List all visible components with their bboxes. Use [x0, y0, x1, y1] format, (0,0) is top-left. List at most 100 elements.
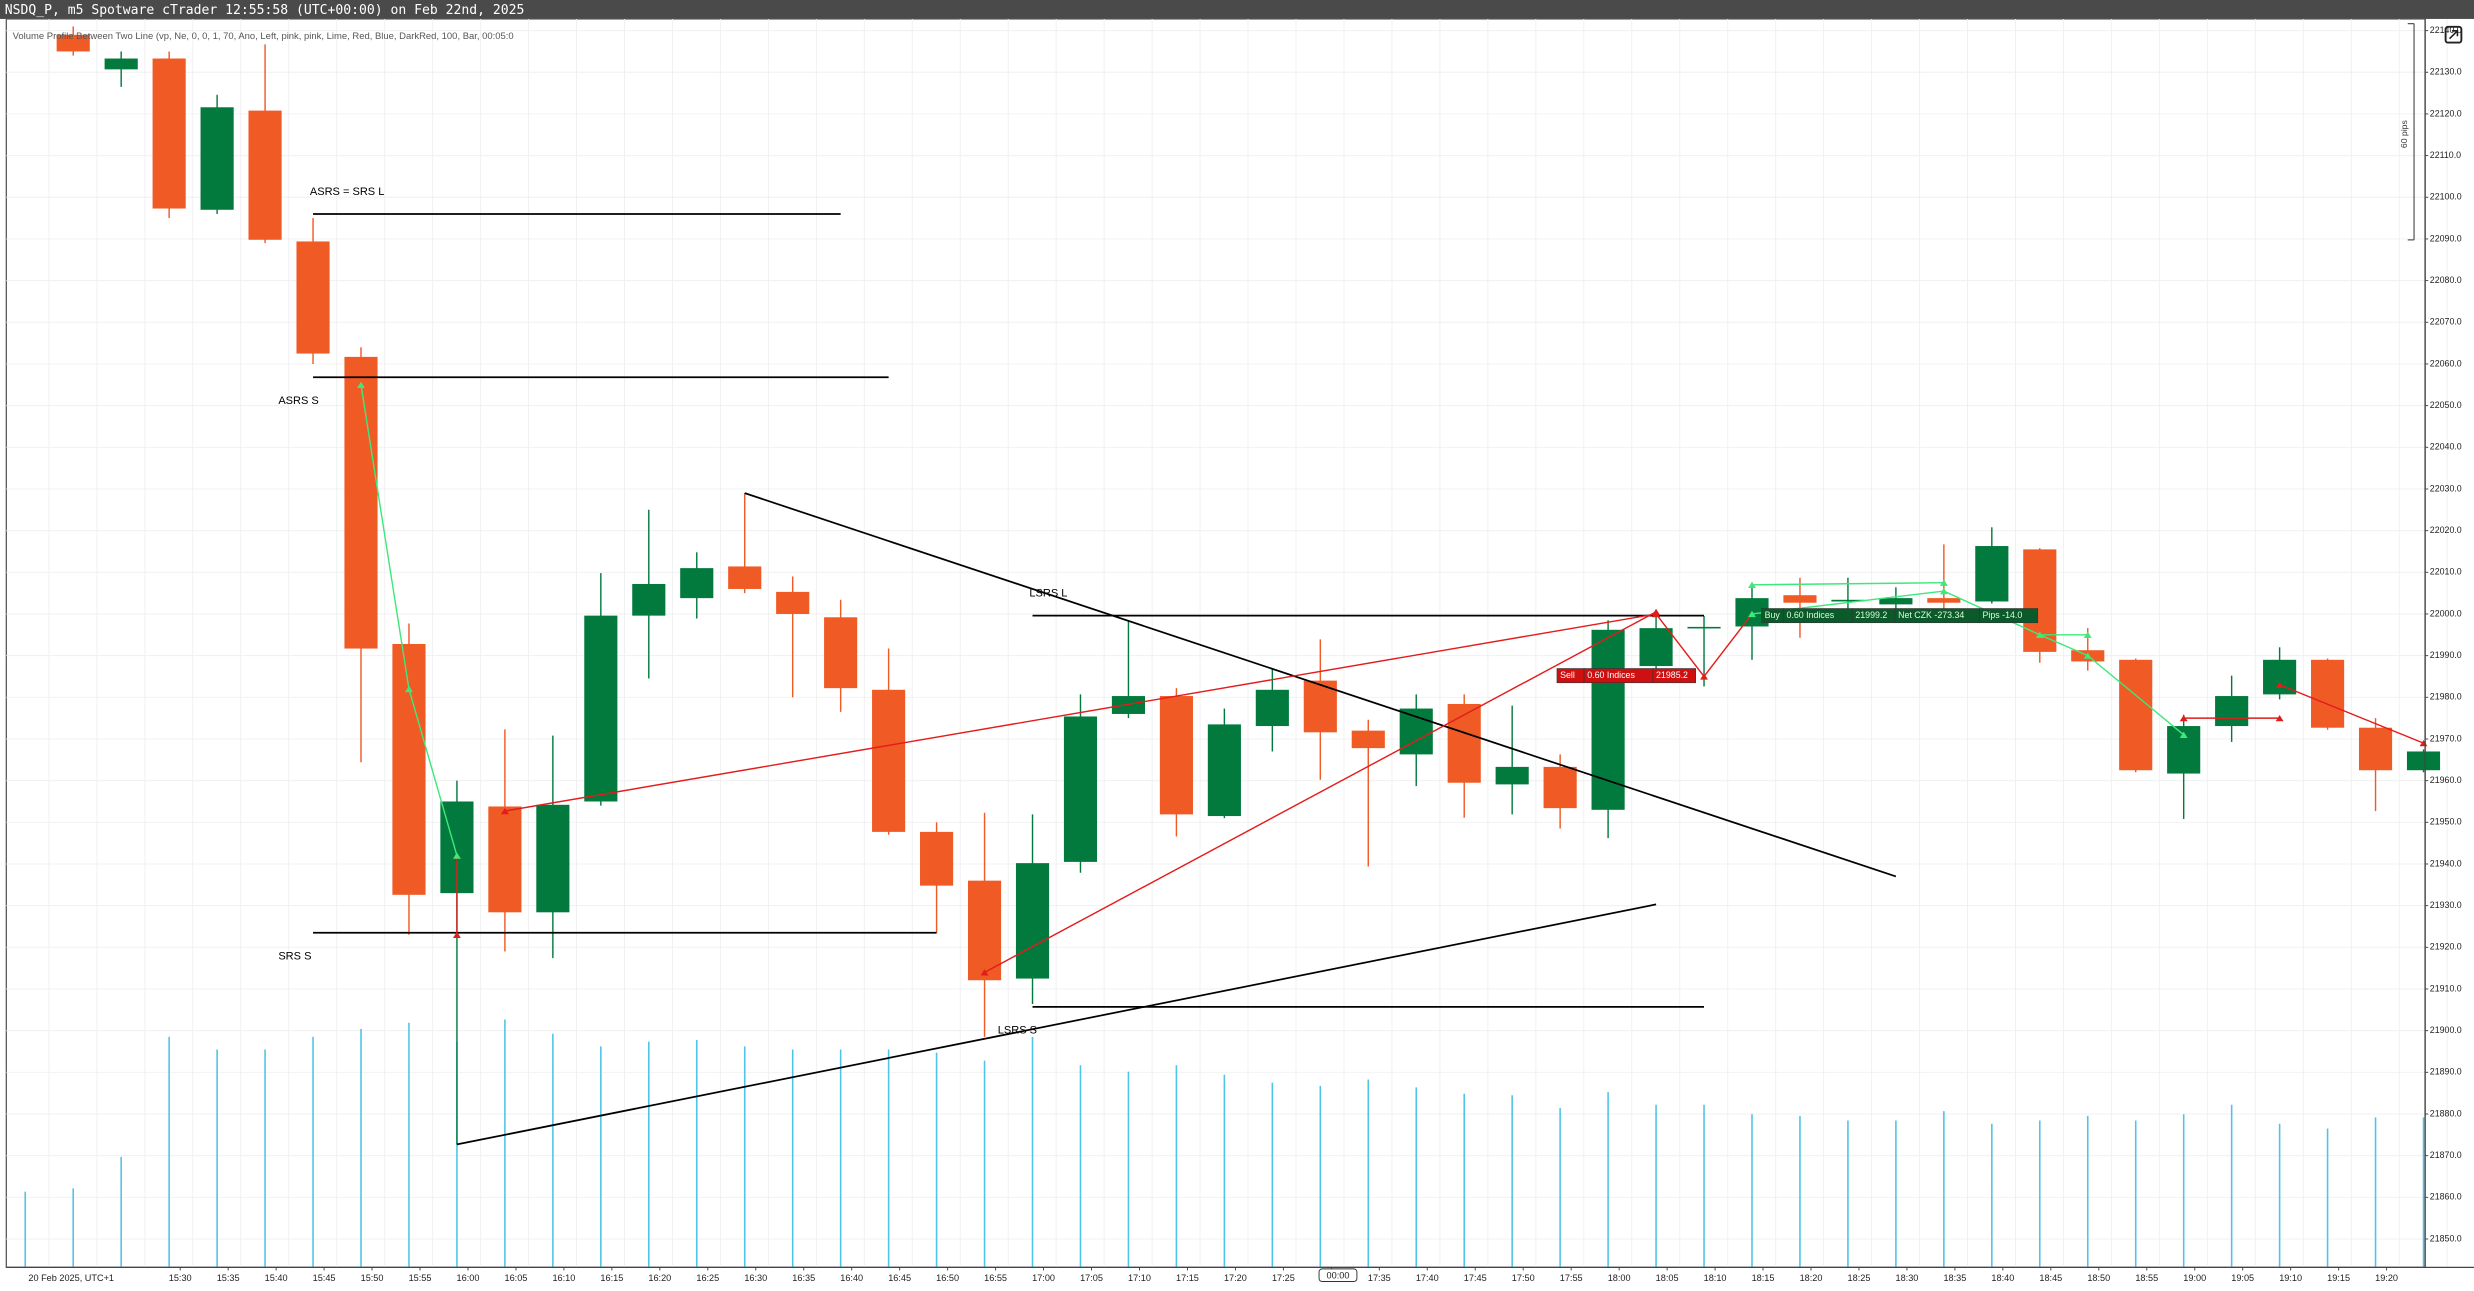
drawing-marker — [1652, 610, 1661, 618]
x-tick-label: 17:10 — [1128, 1273, 1151, 1283]
level-label: SRS S — [278, 950, 311, 962]
y-tick-label: 21980.0 — [2430, 692, 2462, 702]
trade-box-text: 21985.2 — [1656, 670, 1688, 680]
x-tick-label: 16:55 — [984, 1273, 1007, 1283]
y-tick-label: 21870.0 — [2430, 1150, 2462, 1160]
candle-body — [1927, 598, 1961, 603]
drawing-marker — [1748, 610, 1756, 618]
y-tick-label: 21860.0 — [2430, 1192, 2462, 1202]
candle-body — [680, 568, 714, 599]
drawing-marker — [500, 807, 509, 815]
candle-body — [2406, 751, 2441, 771]
x-tick-label: 18:20 — [1800, 1273, 1823, 1283]
candle-body — [1639, 628, 1673, 667]
candle-body — [1687, 626, 1721, 629]
y-tick-label: 21920.0 — [2430, 942, 2462, 952]
candle-body — [200, 107, 234, 210]
y-tick-label: 22130.0 — [2430, 67, 2462, 77]
candle-body — [967, 880, 1002, 981]
crosshair-label: 00:00 — [1327, 1270, 1350, 1280]
y-tick-label: 21930.0 — [2430, 900, 2462, 910]
y-tick-label: 22060.0 — [2430, 358, 2462, 368]
x-tick-label: 16:35 — [792, 1273, 815, 1283]
candle-body — [584, 615, 618, 802]
candle-body — [488, 806, 522, 913]
drawing-marker — [357, 381, 365, 388]
drawing-marker — [1700, 673, 1708, 680]
y-tick-label: 22000.0 — [2430, 608, 2462, 618]
drawing-marker — [980, 969, 989, 976]
y-tick-label: 21900.0 — [2430, 1025, 2462, 1035]
candle-body — [248, 110, 282, 240]
x-tick-label: 18:45 — [2039, 1273, 2062, 1283]
x-tick-label: 17:00 — [1032, 1273, 1055, 1283]
candle-body — [824, 617, 858, 689]
trade-box-text: 0.60 Indices — [1587, 670, 1635, 680]
candle-body — [776, 591, 810, 614]
axes-layer: 21850.0 21860.0 21870.0 21880.0 21890.0 21900… — [6, 18, 2474, 1283]
y-tick-label: 22070.0 — [2430, 317, 2462, 327]
drawing-marker — [452, 931, 461, 938]
screenshot-icon[interactable] — [2444, 25, 2463, 44]
x-tick-label: 17:35 — [1368, 1273, 1391, 1283]
drawing-marker — [2179, 714, 2188, 722]
candle-body — [1543, 766, 1577, 809]
y-tick-label: 22010.0 — [2430, 567, 2462, 577]
chart-title: NSDQ_P, m5 Spotware cTrader 12:55:58 (UT… — [5, 3, 525, 18]
candle-body — [152, 58, 186, 209]
candle-body — [920, 831, 954, 886]
x-tick-label: 19:10 — [2279, 1273, 2302, 1283]
x-tick-label: 16:20 — [648, 1273, 671, 1283]
x-tick-label: 16:25 — [696, 1273, 719, 1283]
x-tick-label: 17:15 — [1176, 1273, 1199, 1283]
drawing-line — [504, 613, 1657, 812]
y-tick-label: 22110.0 — [2430, 150, 2461, 160]
candle-body — [1063, 716, 1098, 862]
x-tick-label: 15:35 — [217, 1273, 240, 1283]
y-tick-label: 21970.0 — [2430, 733, 2462, 743]
y-tick-label: 22020.0 — [2430, 525, 2462, 535]
x-tick-label: 18:35 — [1943, 1273, 1966, 1283]
x-tick-label: 18:25 — [1848, 1273, 1871, 1283]
drawing-line — [1751, 582, 1944, 586]
x-tick-label: 17:50 — [1512, 1273, 1535, 1283]
candle-body — [1831, 599, 1865, 602]
x-tick-label: 16:30 — [744, 1273, 767, 1283]
candle-layer — [56, 26, 2441, 1145]
x-tick-label: 19:15 — [2327, 1273, 2350, 1283]
y-tick-label: 21940.0 — [2430, 858, 2462, 868]
x-tick-label: 15:50 — [361, 1273, 384, 1283]
x-tick-label: 16:10 — [552, 1273, 575, 1283]
y-tick-label: 21910.0 — [2430, 983, 2462, 993]
x-tick-label: 18:55 — [2135, 1273, 2158, 1283]
trade-box-text: Net CZK -273.34 — [1898, 610, 1964, 620]
candle-body — [728, 566, 762, 589]
x-tick-label: 15:30 — [169, 1273, 192, 1283]
candle-body — [1591, 629, 1625, 810]
candle-body — [1159, 696, 1193, 815]
trade-box-text: Buy — [1765, 610, 1781, 620]
drawing-marker — [2083, 652, 2092, 659]
drawing-marker — [2083, 631, 2092, 638]
x-tick-label: 18:15 — [1752, 1273, 1775, 1283]
y-tick-label: 22040.0 — [2430, 442, 2462, 452]
drawing-marker — [2035, 631, 2044, 638]
trade-box-text: Sell — [1560, 670, 1575, 680]
volume-layer — [24, 1019, 2425, 1268]
y-tick-label: 22030.0 — [2430, 483, 2462, 493]
candle-body — [1255, 689, 1289, 727]
y-tick-label: 21960.0 — [2430, 775, 2462, 785]
drawing-marker — [405, 685, 413, 693]
y-tick-label: 21890.0 — [2430, 1067, 2462, 1077]
candle-body — [296, 241, 330, 354]
candle-body — [1879, 598, 1913, 605]
candle-body — [872, 689, 906, 832]
x-tick-label: 17:20 — [1224, 1273, 1247, 1283]
drawing-line — [744, 492, 1897, 878]
x-tick-label: 16:40 — [840, 1273, 863, 1283]
y-tick-label: 21880.0 — [2430, 1108, 2462, 1118]
x-tick-label: 18:30 — [1896, 1273, 1919, 1283]
y-tick-label: 22050.0 — [2430, 400, 2462, 410]
